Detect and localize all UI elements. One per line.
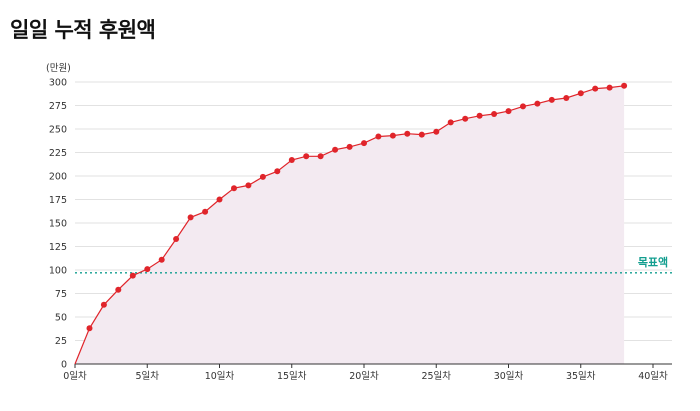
y-tick-label: 250	[49, 125, 67, 136]
axes: 0 25 50 75 100 125 150 175 200 225 250 275 300 0일차 5일차…	[49, 78, 672, 382]
data-point	[158, 256, 165, 263]
x-tick-label: 10일차	[205, 370, 235, 382]
y-tick-label: 150	[49, 219, 67, 230]
data-point	[534, 100, 541, 107]
x-tick-label: 35일차	[566, 370, 596, 382]
data-point	[202, 208, 209, 215]
y-tick-label: 300	[49, 78, 67, 89]
data-point	[129, 272, 136, 279]
data-point	[606, 84, 613, 91]
x-tick-label: 0일차	[63, 370, 87, 382]
y-tick-label: 50	[55, 313, 67, 324]
y-tick-label: 125	[49, 242, 67, 253]
page-title: 일일 누적 후원액	[10, 18, 156, 42]
data-point	[144, 266, 151, 273]
data-point	[317, 153, 324, 160]
y-tick-label: 75	[55, 289, 67, 300]
data-point	[433, 128, 440, 135]
data-point	[274, 168, 281, 175]
data-point	[563, 95, 570, 101]
data-point	[476, 112, 483, 119]
y-unit-label: (만원)	[46, 63, 71, 74]
y-tick-label: 100	[49, 266, 67, 277]
data-point	[520, 103, 526, 110]
data-point	[361, 140, 367, 147]
data-point	[577, 90, 584, 97]
data-point	[505, 108, 512, 115]
x-tick-label: 40일차	[638, 370, 668, 382]
data-point	[231, 185, 237, 192]
data-point	[173, 236, 180, 242]
x-tick-label: 30일차	[494, 370, 524, 382]
data-point	[592, 85, 599, 92]
data-point	[548, 96, 555, 103]
y-tick-label: 175	[49, 195, 67, 206]
y-tick-label: 25	[55, 336, 67, 347]
data-point	[332, 146, 339, 153]
data-point	[288, 157, 295, 163]
data-point	[621, 82, 628, 89]
data-point	[404, 130, 411, 137]
data-point	[216, 196, 223, 203]
data-point	[447, 119, 454, 126]
target-label: 목표액	[638, 256, 668, 269]
data-point	[245, 182, 252, 189]
data-point	[418, 131, 425, 138]
area-fill	[75, 85, 625, 365]
data-point	[375, 133, 382, 140]
data-point	[259, 173, 266, 180]
y-tick-label: 225	[49, 148, 67, 159]
data-point	[115, 286, 122, 293]
data-point	[100, 301, 107, 308]
y-tick-label: 200	[49, 172, 67, 183]
data-point	[389, 132, 396, 139]
data-point	[491, 111, 498, 117]
y-tick-label: 0	[61, 360, 67, 371]
x-tick-label: 15일차	[277, 370, 307, 382]
data-point	[86, 325, 93, 332]
data-point	[462, 115, 469, 122]
data-point	[187, 214, 194, 221]
y-tick-label: 275	[49, 101, 67, 112]
data-points	[86, 82, 628, 332]
data-point	[303, 153, 310, 160]
x-tick-label: 25일차	[421, 370, 451, 382]
x-tick-label: 5일차	[135, 370, 159, 382]
data-point	[346, 143, 353, 150]
x-tick-label: 20일차	[349, 370, 379, 382]
